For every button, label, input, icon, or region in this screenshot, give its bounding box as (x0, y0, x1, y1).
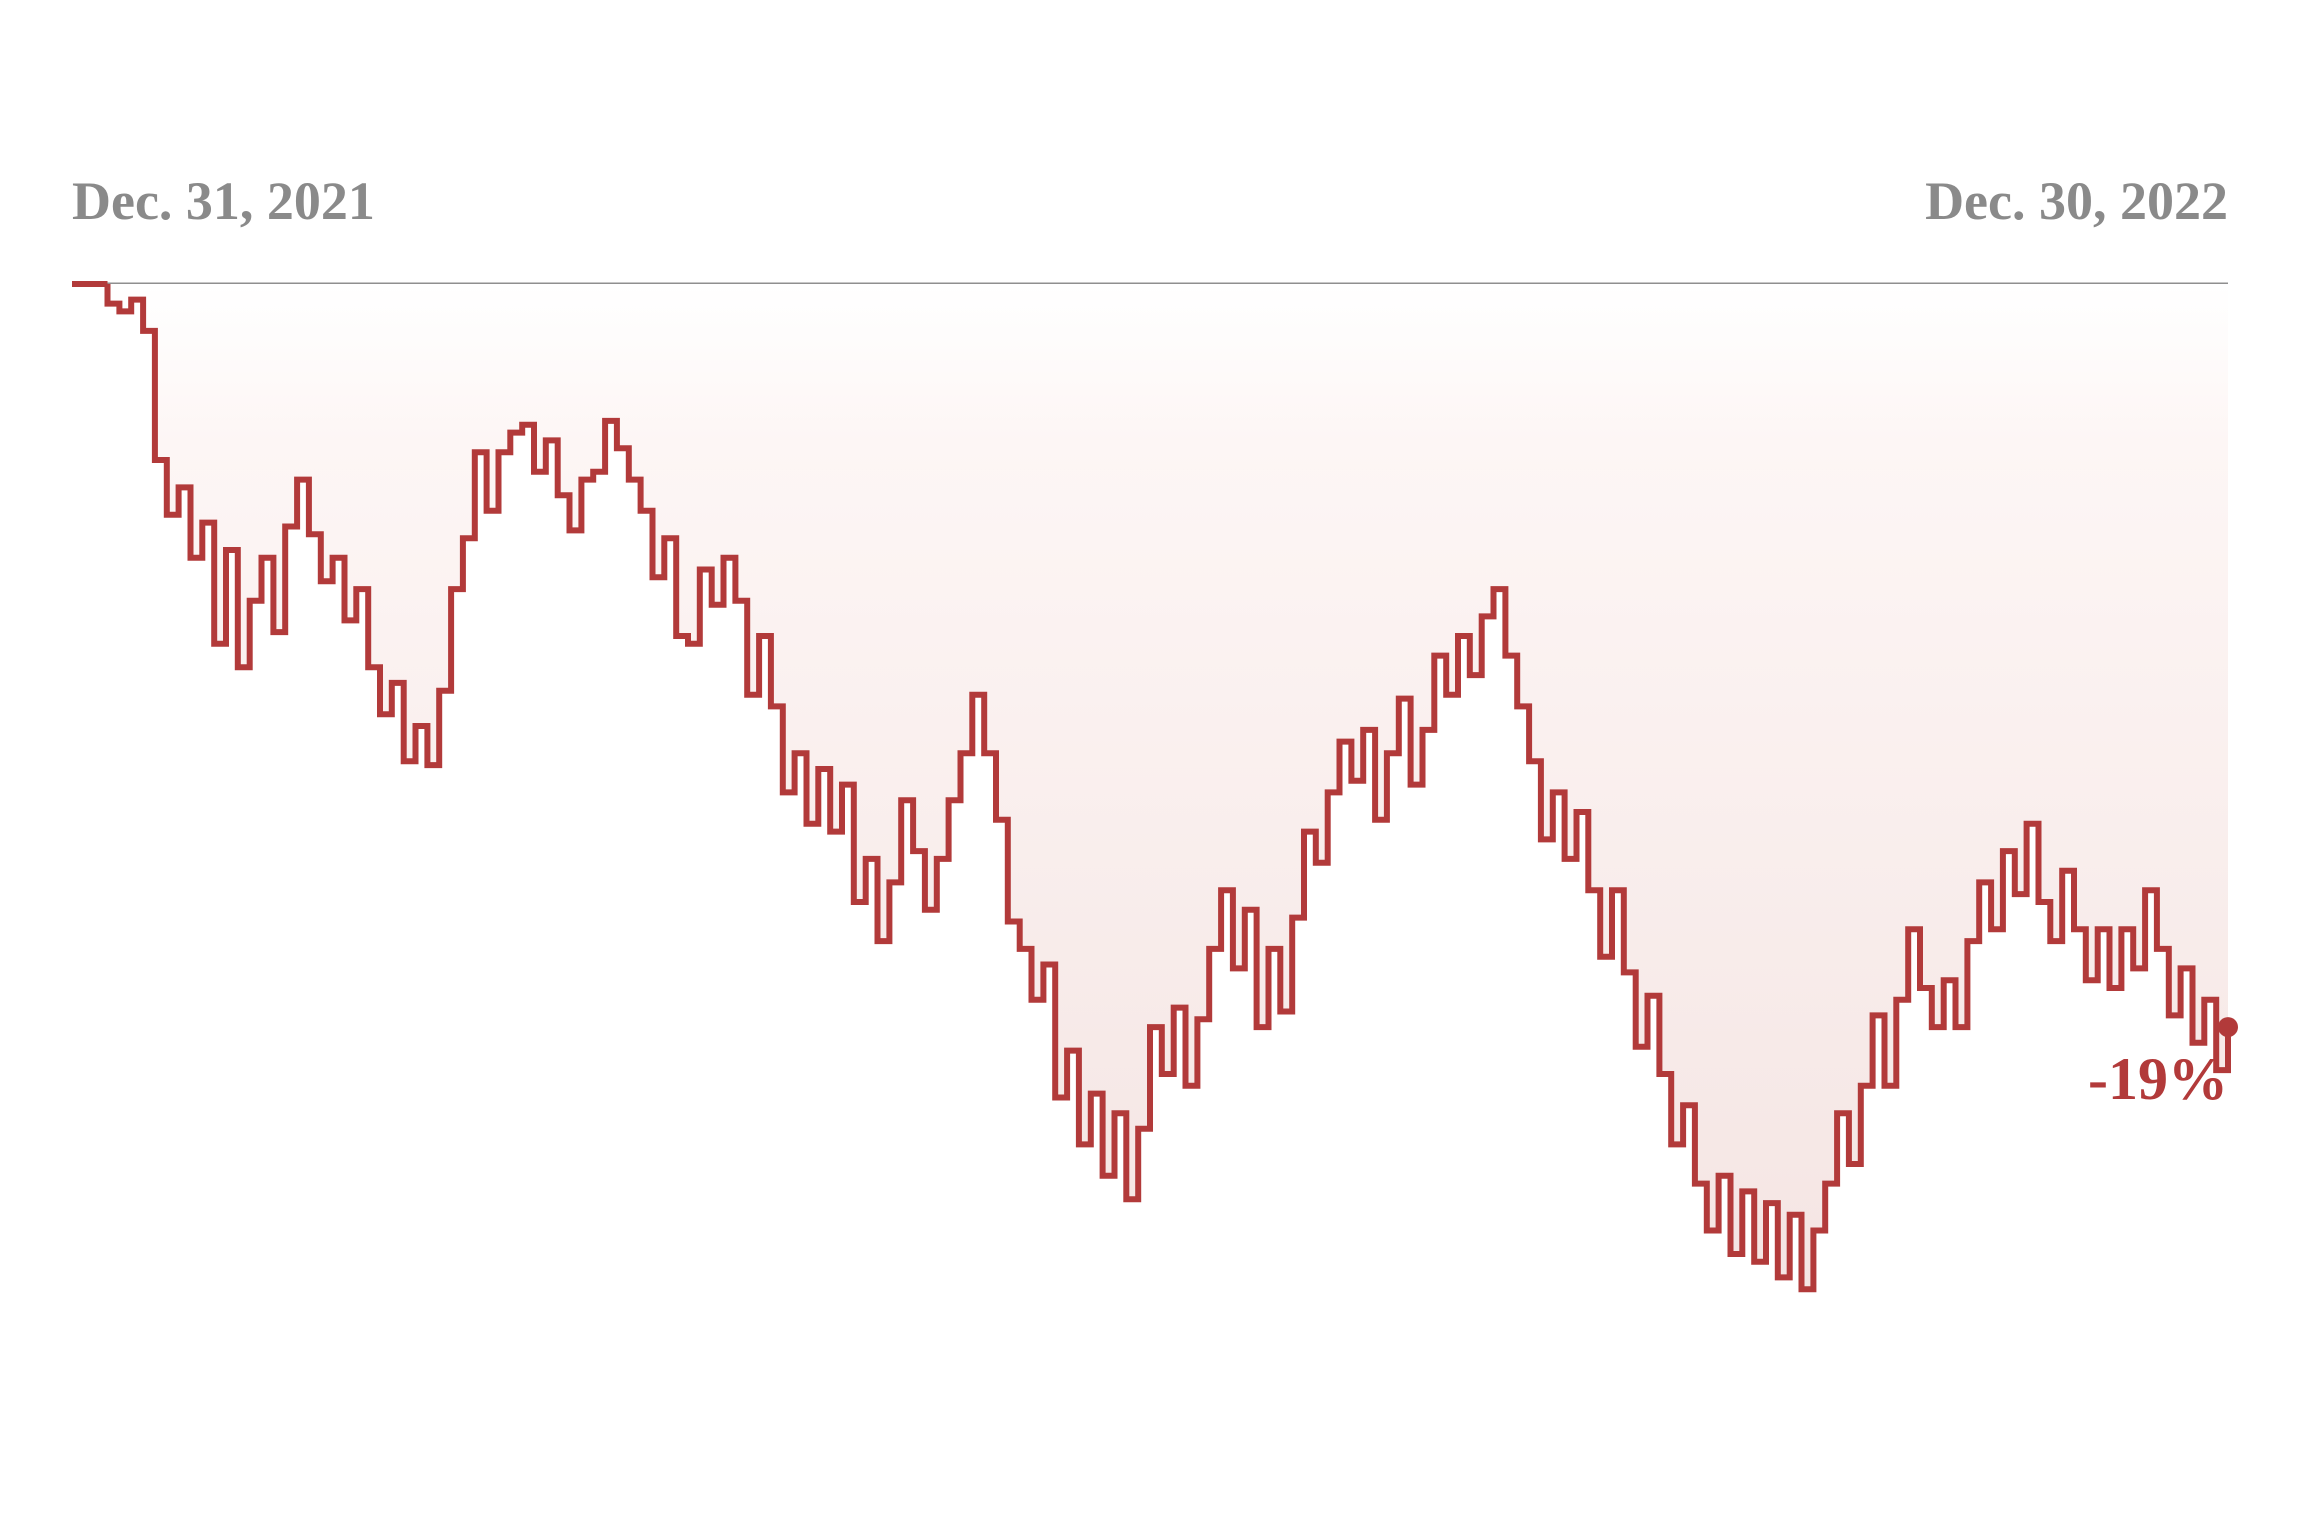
end-dot (2218, 1017, 2238, 1037)
end-value-label: -19% (2088, 1045, 2228, 1114)
line-chart (0, 0, 2300, 1533)
chart-container: Dec. 31, 2021 Dec. 30, 2022 -19% (0, 0, 2300, 1533)
area-negative (108, 284, 2229, 1289)
